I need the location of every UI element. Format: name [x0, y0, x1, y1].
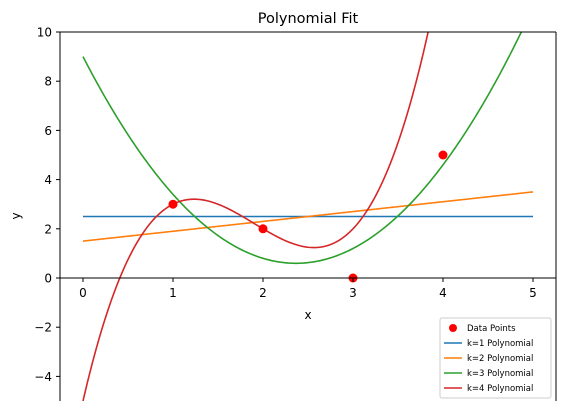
x-axis-label: x — [304, 308, 311, 322]
data-point — [438, 150, 448, 160]
legend-box — [439, 317, 552, 399]
y-axis-label: y — [9, 212, 23, 219]
legend-label: k=2 Polynomial — [467, 354, 533, 364]
x-tick-label: 1 — [169, 286, 177, 300]
legend-label: Data Points — [467, 324, 516, 334]
y-tick-label: 2 — [44, 222, 52, 236]
y-tick-label: −2 — [34, 321, 52, 335]
y-ticks: −4 −2 0 2 4 6 8 10 — [34, 26, 60, 384]
y-tick-label: 4 — [44, 173, 52, 187]
data-points-layer — [168, 150, 448, 283]
legend-label: k=3 Polynomial — [467, 369, 533, 379]
series-line — [82, 32, 429, 401]
series-line — [82, 32, 523, 265]
x-tick-label: 5 — [529, 286, 537, 300]
x-tick-label: 0 — [79, 286, 87, 300]
legend-marker-data-points — [449, 324, 457, 332]
data-point — [168, 199, 178, 209]
y-tick-label: −4 — [34, 370, 52, 384]
x-tick-label: 4 — [439, 286, 447, 300]
x-tick-label: 2 — [259, 286, 267, 300]
legend-label: k=1 Polynomial — [467, 339, 533, 349]
y-tick-label: 6 — [44, 124, 52, 138]
y-tick-label: 0 — [44, 272, 52, 286]
legend: Data Points k=1 Polynomial k=2 Polynomial k… — [439, 317, 552, 399]
y-tick-label: 10 — [37, 26, 52, 40]
y-tick-label: 8 — [44, 75, 52, 89]
data-point — [258, 224, 268, 234]
chart-title: Polynomial Fit — [258, 11, 359, 27]
x-ticks: 0 1 2 3 4 5 — [79, 278, 537, 300]
series-line — [82, 191, 534, 242]
axes — [59, 31, 557, 401]
legend-label: k=4 Polynomial — [467, 384, 533, 394]
curves-layer — [82, 32, 534, 401]
x-tick-label: 3 — [349, 286, 357, 300]
